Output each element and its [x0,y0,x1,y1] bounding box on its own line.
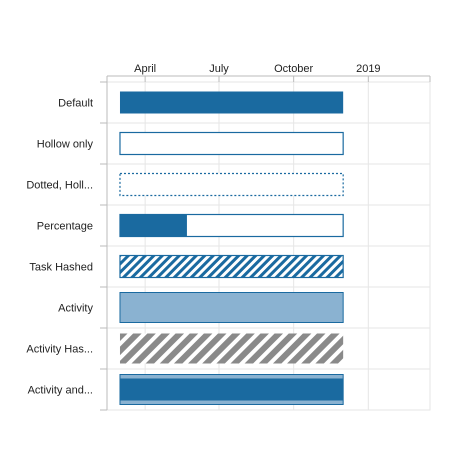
bar-task [119,378,344,401]
gantt-bar [119,333,344,364]
bar-fill [119,91,344,114]
bar-progress [119,214,187,237]
x-tick-label: April [134,63,156,75]
axis-layer [100,75,431,411]
gantt-bar [119,292,344,323]
row-label: Activity [58,303,93,315]
bar-activity [119,292,344,323]
x-tick-label: 2019 [356,63,380,75]
bar-activity-hatched [119,333,344,364]
row-label: Percentage [37,221,93,233]
x-tick-label: October [274,63,313,75]
row-label: Activity and... [28,385,93,397]
gantt-bar [119,374,344,405]
row-label: Task Hashed [29,262,93,274]
gantt-bar [119,254,344,279]
gantt-bar [119,131,344,156]
row-label: Dotted, Holl... [26,180,93,192]
row-label: Activity Has... [26,344,93,356]
gantt-bar [119,91,344,114]
row-label: Default [58,98,93,110]
bars-layer [119,91,344,405]
bar-hatched [119,254,344,279]
row-label: Hollow only [37,139,94,151]
bar-outline-dotted [119,172,344,197]
gantt-bar [119,172,344,197]
labels-layer: April July October 2019 Default Hollow only Do… [26,63,380,397]
x-tick-label: July [209,63,229,75]
gantt-bar [119,213,344,238]
bar-outline [119,131,344,156]
